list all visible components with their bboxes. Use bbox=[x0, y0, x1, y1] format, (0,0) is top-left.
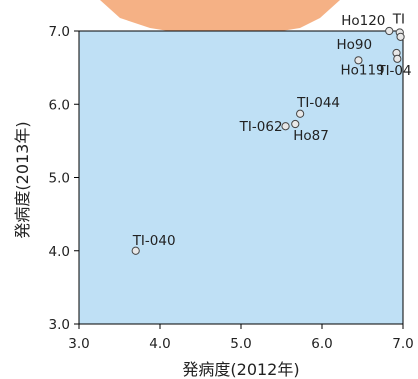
data-point-label: TI-040 bbox=[132, 233, 176, 249]
y-axis-title: 発病度(2013年) bbox=[13, 121, 32, 238]
data-point bbox=[396, 32, 405, 41]
y-tick-label: 7.0 bbox=[49, 24, 70, 40]
data-point bbox=[385, 26, 394, 36]
data-point bbox=[131, 246, 140, 255]
data-point-label: TI bbox=[392, 11, 405, 27]
x-tick-label: 4.0 bbox=[149, 336, 170, 352]
data-point-label: Ho120 bbox=[341, 13, 385, 29]
data-point bbox=[281, 122, 290, 131]
data-point bbox=[291, 119, 300, 129]
data-point-label: TI-044 bbox=[296, 95, 340, 111]
y-tick-label: 4.0 bbox=[49, 244, 70, 260]
y-tick-label: 5.0 bbox=[49, 171, 70, 187]
data-point-label: Ho90 bbox=[337, 37, 373, 53]
y-tick-label: 3.0 bbox=[49, 317, 70, 333]
decorative-arrow-tab bbox=[100, 0, 340, 36]
x-axis-title: 発病度(2012年) bbox=[182, 360, 299, 379]
data-point-label: TI-04 bbox=[376, 63, 411, 79]
data-point bbox=[296, 109, 305, 118]
x-tick-label: 6.0 bbox=[311, 336, 332, 352]
data-point-label: Ho119 bbox=[340, 62, 384, 78]
data-point bbox=[354, 56, 363, 65]
y-tick-label: 6.0 bbox=[49, 97, 70, 113]
x-tick-label: 3.0 bbox=[68, 336, 89, 352]
y-axis: 3.0 4.0 5.0 6.0 7.0 bbox=[49, 24, 79, 333]
data-points bbox=[131, 26, 405, 255]
x-tick-label: 7.0 bbox=[392, 336, 413, 352]
x-tick-label: 5.0 bbox=[230, 336, 251, 352]
plot-area bbox=[78, 30, 404, 325]
data-point-label: Ho87 bbox=[293, 128, 329, 144]
data-point bbox=[393, 54, 402, 63]
data-point-label: TI-062 bbox=[239, 119, 283, 135]
x-axis: 3.0 4.0 5.0 6.0 7.0 bbox=[68, 324, 414, 352]
